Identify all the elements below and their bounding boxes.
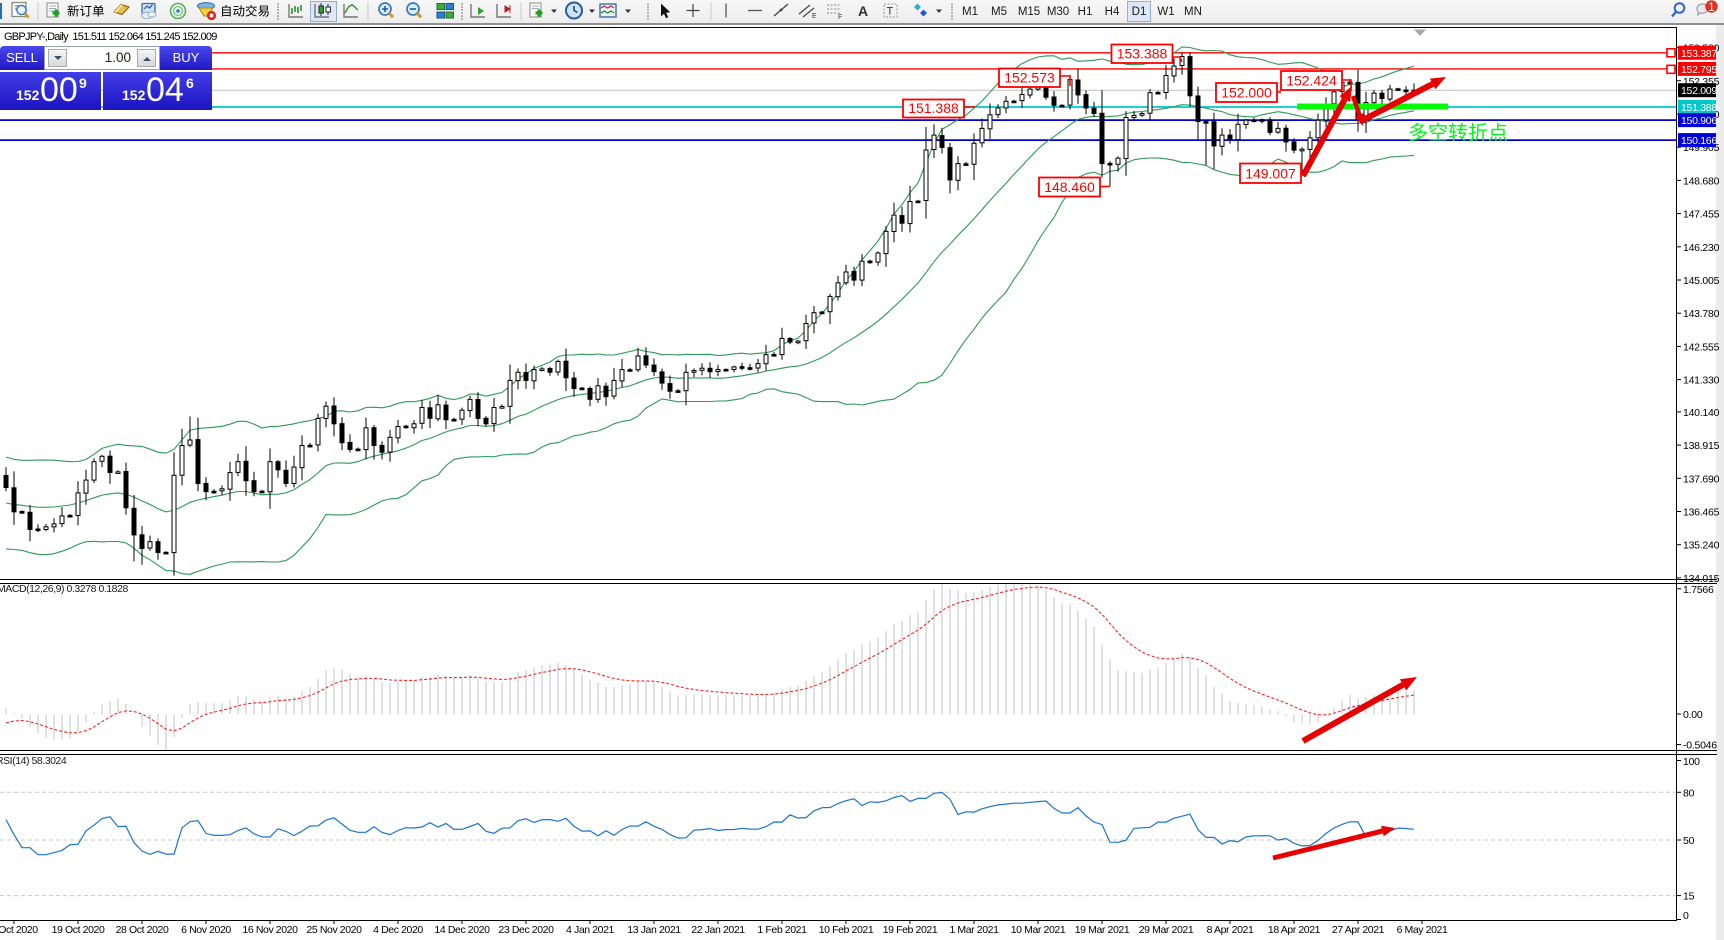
svg-text:6 Nov 2020: 6 Nov 2020 [181, 924, 231, 936]
svg-text:0.00: 0.00 [1683, 709, 1703, 721]
svg-text:152.000: 152.000 [1221, 85, 1272, 101]
svg-text:151.388: 151.388 [908, 100, 959, 116]
svg-text:H1: H1 [1078, 6, 1093, 18]
svg-text:19 Mar 2021: 19 Mar 2021 [1075, 924, 1130, 936]
svg-text:152.795: 152.795 [1681, 64, 1717, 76]
svg-text:134.015: 134.015 [1683, 573, 1720, 585]
svg-text:141.330: 141.330 [1683, 375, 1720, 387]
svg-text:152.009: 152.009 [1681, 85, 1717, 97]
svg-text:100: 100 [1683, 756, 1700, 768]
svg-text:149.007: 149.007 [1245, 166, 1296, 182]
svg-text:27 Apr 2021: 27 Apr 2021 [1332, 924, 1385, 936]
svg-text:F: F [838, 14, 842, 21]
svg-text:16 Nov 2020: 16 Nov 2020 [242, 924, 298, 936]
svg-text:146.230: 146.230 [1683, 242, 1720, 254]
svg-text:M30: M30 [1047, 6, 1069, 18]
svg-text:10 Feb 2021: 10 Feb 2021 [819, 924, 874, 936]
svg-text:M1: M1 [962, 6, 978, 18]
svg-text:M5: M5 [991, 6, 1007, 18]
svg-text:A: A [858, 3, 868, 19]
svg-text:8 Apr 2021: 8 Apr 2021 [1207, 924, 1254, 936]
svg-text:152.424: 152.424 [1286, 73, 1337, 89]
svg-text:0: 0 [1683, 910, 1689, 922]
svg-text:MACD(12,26,9) 0.3278 0.1828: MACD(12,26,9) 0.3278 0.1828 [0, 583, 128, 595]
svg-text:19 Feb 2021: 19 Feb 2021 [883, 924, 938, 936]
svg-text:15: 15 [1683, 891, 1695, 903]
svg-text:136.465: 136.465 [1683, 507, 1720, 519]
svg-text:D1: D1 [1132, 6, 1147, 18]
svg-text:152.573: 152.573 [1004, 70, 1055, 86]
svg-text:148.460: 148.460 [1044, 179, 1095, 195]
svg-text:23 Dec 2020: 23 Dec 2020 [498, 924, 554, 936]
svg-text:9 Oct 2020: 9 Oct 2020 [0, 924, 38, 936]
svg-text:150.166: 150.166 [1681, 135, 1717, 147]
svg-text:140.140: 140.140 [1683, 407, 1720, 419]
svg-text:1.7566: 1.7566 [1683, 584, 1714, 596]
svg-text:W1: W1 [1157, 6, 1174, 18]
svg-text:148.680: 148.680 [1683, 175, 1720, 187]
svg-text:E: E [812, 13, 817, 20]
svg-text:T: T [887, 6, 894, 18]
svg-text:29 Mar 2021: 29 Mar 2021 [1139, 924, 1194, 936]
svg-text:137.690: 137.690 [1683, 473, 1720, 485]
svg-text:50: 50 [1683, 835, 1695, 847]
svg-text:151.388: 151.388 [1681, 102, 1717, 114]
svg-text:150.906: 150.906 [1681, 115, 1717, 127]
svg-text:RSI(14) 58.3024: RSI(14) 58.3024 [0, 755, 67, 767]
svg-text:6 May 2021: 6 May 2021 [1397, 924, 1448, 936]
svg-text:1 Mar 2021: 1 Mar 2021 [949, 924, 999, 936]
svg-text:-0.5046: -0.5046 [1683, 740, 1717, 752]
svg-text:153.387: 153.387 [1681, 48, 1717, 60]
svg-text:143.780: 143.780 [1683, 308, 1720, 320]
svg-text:22 Jan 2021: 22 Jan 2021 [691, 924, 745, 936]
svg-text:138.915: 138.915 [1683, 440, 1720, 452]
svg-text:19 Oct 2020: 19 Oct 2020 [52, 924, 105, 936]
svg-text:147.455: 147.455 [1683, 209, 1720, 221]
svg-text:14 Dec 2020: 14 Dec 2020 [434, 924, 490, 936]
svg-text:M15: M15 [1018, 6, 1040, 18]
svg-text:1: 1 [1708, 2, 1714, 14]
svg-text:13 Jan 2021: 13 Jan 2021 [627, 924, 681, 936]
svg-text:18 Apr 2021: 18 Apr 2021 [1268, 924, 1321, 936]
svg-text:135.240: 135.240 [1683, 540, 1720, 552]
svg-text:1 Feb 2021: 1 Feb 2021 [757, 924, 807, 936]
svg-text:145.005: 145.005 [1683, 275, 1720, 287]
svg-text:H4: H4 [1105, 6, 1120, 18]
svg-text:10 Mar 2021: 10 Mar 2021 [1011, 924, 1066, 936]
svg-text:153.388: 153.388 [1117, 46, 1168, 62]
svg-text:28 Oct 2020: 28 Oct 2020 [116, 924, 169, 936]
svg-text:MN: MN [1184, 6, 1202, 18]
svg-text:80: 80 [1683, 787, 1695, 799]
svg-text:25 Nov 2020: 25 Nov 2020 [306, 924, 362, 936]
svg-text:4 Jan 2021: 4 Jan 2021 [566, 924, 615, 936]
svg-text:142.555: 142.555 [1683, 341, 1720, 353]
svg-text:4 Dec 2020: 4 Dec 2020 [373, 924, 423, 936]
